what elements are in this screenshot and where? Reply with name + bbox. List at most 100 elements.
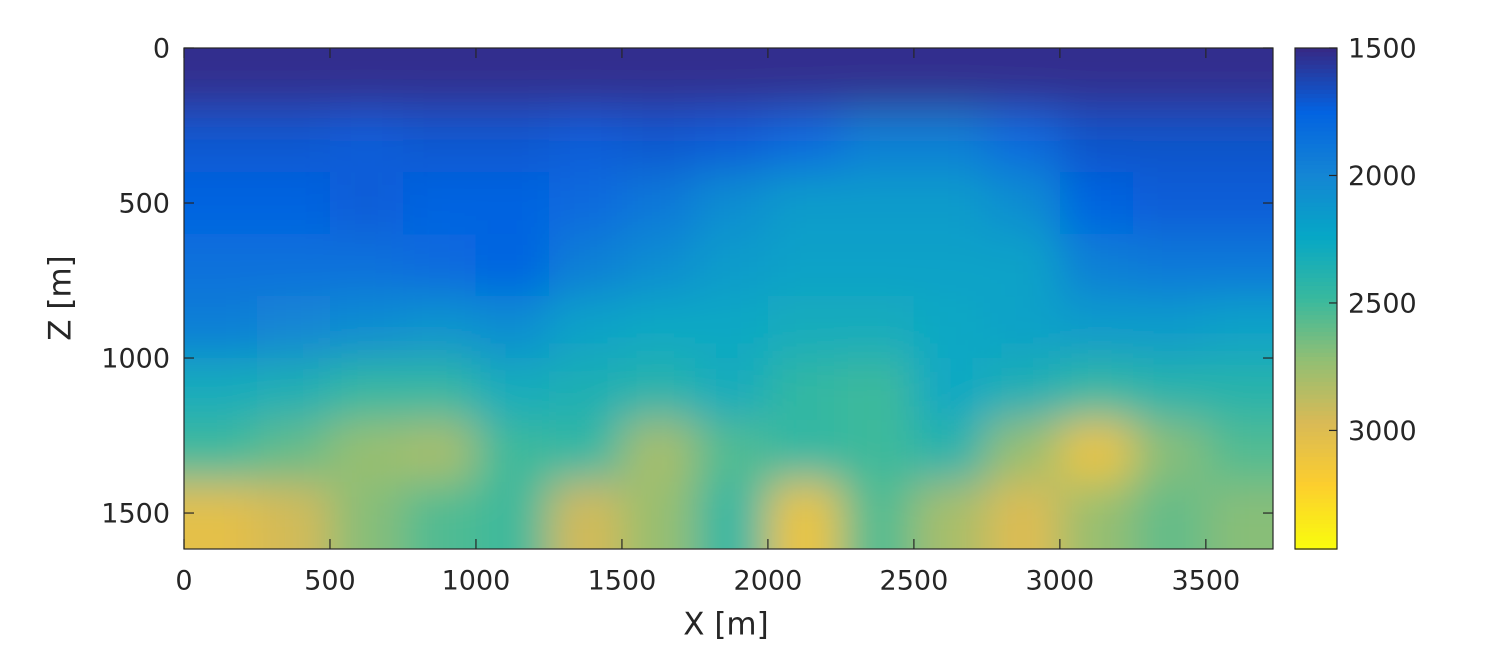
colorbar-slice [1295, 503, 1337, 509]
colorbar-slice [1295, 277, 1337, 283]
heat-cell [621, 358, 696, 422]
heat-cell [1059, 296, 1134, 360]
heat-cell [256, 482, 331, 549]
colorbar-slice [1295, 377, 1337, 383]
x-axis-label: X [m] [683, 607, 768, 643]
heat-cell [1205, 482, 1273, 549]
colorbar-slice [1295, 469, 1337, 475]
colorbar-slice [1295, 223, 1337, 229]
heat-cell [840, 296, 915, 360]
colorbar-slice [1295, 93, 1337, 99]
heat-cell [621, 110, 696, 174]
colorbar-slice [1295, 306, 1337, 312]
heat-cell [840, 234, 915, 298]
colorbar-slice [1295, 198, 1337, 204]
colorbar-slice [1295, 486, 1337, 492]
heat-cell [1132, 296, 1207, 360]
colorbar-slice [1295, 344, 1337, 350]
heat-cell [621, 172, 696, 236]
heat-cell [475, 482, 550, 549]
colorbar-slice [1295, 169, 1337, 175]
y-tick-label: 1000 [101, 344, 170, 375]
colorbar-slice [1295, 473, 1337, 479]
heat-cell [1059, 110, 1134, 174]
heat-cell [1205, 110, 1273, 174]
heat-cell [986, 234, 1061, 298]
heat-cell [913, 420, 988, 484]
colorbar-slice [1295, 244, 1337, 250]
colorbar-slice [1295, 135, 1337, 141]
y-tick-label: 1500 [101, 499, 170, 530]
colorbar-slice [1295, 260, 1337, 266]
heat-cell [767, 48, 842, 112]
colorbar-slice [1295, 298, 1337, 304]
heat-cell [402, 296, 477, 360]
heat-cell [402, 358, 477, 422]
heat-cell [767, 172, 842, 236]
colorbar-slice [1295, 490, 1337, 496]
x-tick-label: 2000 [734, 566, 803, 597]
heat-cell [1205, 296, 1273, 360]
colorbar-slice [1295, 106, 1337, 112]
heat-cell [329, 234, 404, 298]
colorbar-slice [1295, 110, 1337, 116]
y-axis-label: Z [m] [43, 255, 79, 340]
heat-cell [694, 110, 769, 174]
heat-cell [256, 110, 331, 174]
colorbar-slice [1295, 432, 1337, 438]
colorbar-slice [1295, 382, 1337, 387]
colorbar-slice [1295, 436, 1337, 442]
heat-cell [475, 358, 550, 422]
heat-cell [548, 358, 623, 422]
heat-cell [402, 110, 477, 174]
colorbar-slice [1295, 56, 1337, 62]
heat-cell [986, 48, 1061, 112]
colorbar-slice [1295, 189, 1337, 195]
colorbar-tick-label: 3000 [1348, 416, 1417, 447]
heat-cell [329, 420, 404, 484]
colorbar-slice [1295, 361, 1337, 367]
colorbar-slice [1295, 77, 1337, 83]
heat-cell [1059, 358, 1134, 422]
heat-cell [767, 296, 842, 360]
heat-cell [1059, 482, 1134, 549]
colorbar-slice [1295, 85, 1337, 91]
heat-cell [694, 420, 769, 484]
heat-cell [694, 48, 769, 112]
colorbar-slice [1295, 507, 1337, 513]
heat-cell [1205, 234, 1273, 298]
heat-cell [256, 234, 331, 298]
colorbar-slice [1295, 544, 1337, 550]
colorbar-slice [1295, 444, 1337, 450]
colorbar-slice [1295, 365, 1337, 371]
colorbar-slice [1295, 415, 1337, 421]
heat-cell [986, 420, 1061, 484]
x-tick-label: 3000 [1026, 566, 1095, 597]
colorbar-slice [1295, 302, 1337, 308]
colorbar-slice [1295, 273, 1337, 279]
colorbar-slice [1295, 227, 1337, 233]
heat-cell [694, 234, 769, 298]
heat-cell [840, 482, 915, 549]
heat-cell [402, 234, 477, 298]
heat-cell [913, 48, 988, 112]
heat-cell [329, 482, 404, 549]
colorbar-slice [1295, 457, 1337, 463]
colorbar-slice [1295, 440, 1337, 446]
colorbar-slice [1295, 373, 1337, 379]
heat-cell [256, 172, 331, 236]
heat-cell [694, 482, 769, 549]
heat-cell [840, 172, 915, 236]
heat-cell [1132, 420, 1207, 484]
heat-cell [548, 482, 623, 549]
heat-cell [184, 234, 258, 298]
colorbar-slice [1295, 265, 1337, 271]
colorbar-slice [1295, 131, 1337, 137]
heat-cell [256, 358, 331, 422]
colorbar-slice [1295, 202, 1337, 208]
heat-cell [986, 482, 1061, 549]
heat-cell [1205, 358, 1273, 422]
colorbar-slice [1295, 511, 1337, 517]
x-tick-label: 1000 [442, 566, 511, 597]
colorbar-slice [1295, 68, 1337, 74]
